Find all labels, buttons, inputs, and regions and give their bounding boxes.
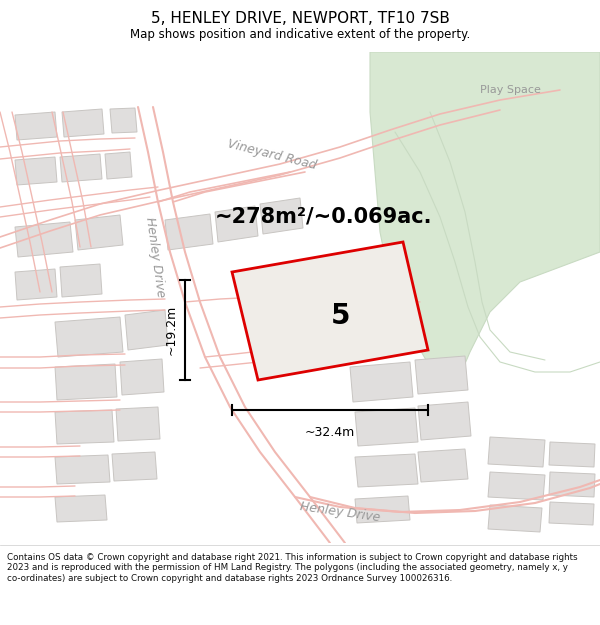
Polygon shape bbox=[488, 505, 542, 532]
Polygon shape bbox=[62, 109, 104, 137]
Polygon shape bbox=[165, 214, 213, 250]
Text: 5: 5 bbox=[331, 302, 350, 330]
Polygon shape bbox=[355, 454, 418, 487]
Polygon shape bbox=[488, 437, 545, 467]
Polygon shape bbox=[112, 452, 157, 481]
Polygon shape bbox=[488, 472, 545, 500]
Text: Vineyard Road: Vineyard Road bbox=[226, 138, 318, 172]
Polygon shape bbox=[15, 222, 73, 257]
Polygon shape bbox=[75, 215, 123, 250]
Polygon shape bbox=[549, 472, 595, 497]
Polygon shape bbox=[350, 362, 413, 402]
Polygon shape bbox=[232, 242, 428, 380]
Polygon shape bbox=[55, 410, 114, 444]
Polygon shape bbox=[370, 52, 600, 387]
Text: Play Space: Play Space bbox=[479, 85, 541, 95]
Text: Map shows position and indicative extent of the property.: Map shows position and indicative extent… bbox=[130, 28, 470, 41]
Polygon shape bbox=[15, 112, 57, 140]
Polygon shape bbox=[418, 402, 471, 440]
Polygon shape bbox=[355, 408, 418, 446]
Text: ~19.2m: ~19.2m bbox=[164, 305, 178, 355]
Polygon shape bbox=[549, 502, 594, 525]
Polygon shape bbox=[15, 157, 57, 185]
Polygon shape bbox=[116, 407, 160, 441]
Polygon shape bbox=[215, 206, 258, 242]
Polygon shape bbox=[15, 269, 57, 300]
Polygon shape bbox=[415, 356, 468, 394]
Polygon shape bbox=[105, 152, 132, 179]
Polygon shape bbox=[55, 495, 107, 522]
Polygon shape bbox=[55, 364, 117, 400]
Polygon shape bbox=[55, 455, 110, 484]
Polygon shape bbox=[549, 442, 595, 467]
Polygon shape bbox=[110, 108, 137, 133]
Polygon shape bbox=[418, 449, 468, 482]
Text: Contains OS data © Crown copyright and database right 2021. This information is : Contains OS data © Crown copyright and d… bbox=[7, 553, 578, 582]
Text: ~278m²/~0.069ac.: ~278m²/~0.069ac. bbox=[215, 207, 433, 227]
Polygon shape bbox=[55, 317, 123, 357]
Polygon shape bbox=[60, 264, 102, 297]
Polygon shape bbox=[125, 310, 168, 350]
Polygon shape bbox=[60, 154, 102, 182]
Polygon shape bbox=[355, 496, 410, 523]
Text: Henley Drive: Henley Drive bbox=[299, 500, 381, 524]
Text: 5, HENLEY DRIVE, NEWPORT, TF10 7SB: 5, HENLEY DRIVE, NEWPORT, TF10 7SB bbox=[151, 11, 449, 26]
Polygon shape bbox=[260, 198, 303, 234]
Text: Henley Drive: Henley Drive bbox=[143, 216, 167, 298]
Polygon shape bbox=[120, 359, 164, 395]
Text: ~32.4m: ~32.4m bbox=[305, 426, 355, 439]
